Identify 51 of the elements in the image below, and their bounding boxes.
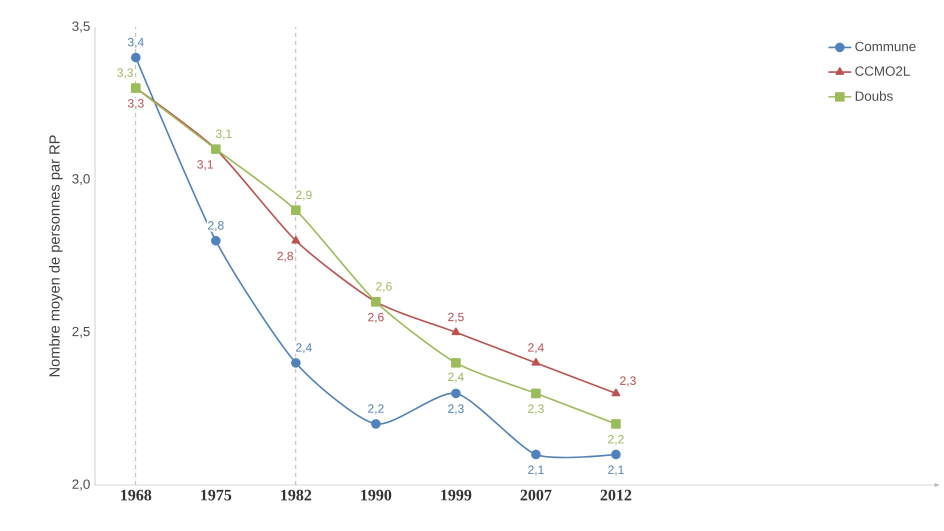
x-tick-label: 2007 — [520, 490, 552, 500]
x-tick-label: 1968 — [121, 490, 152, 500]
data-label: 2,5 — [448, 312, 464, 323]
data-label: 2,4 — [448, 372, 464, 382]
x-tick-label: 2012 — [600, 490, 632, 500]
y-tick-label: 2,0 — [72, 479, 90, 491]
x-tick-label: 1982 — [281, 490, 312, 500]
y-tick-label: 3,0 — [72, 174, 90, 186]
point — [291, 205, 301, 215]
data-label: 2,6 — [376, 282, 392, 292]
point — [291, 358, 301, 368]
x-tick-label: 1975 — [201, 490, 232, 500]
point — [531, 388, 541, 398]
data-label: 2,8 — [208, 221, 224, 232]
data-label: 2,6 — [368, 312, 384, 323]
y-axis-title: Nombre moyen de personnes par RP — [48, 135, 63, 376]
x-tick-label: 1990 — [361, 490, 392, 500]
data-label: 2,1 — [528, 466, 544, 476]
point — [531, 450, 541, 460]
data-label: 2,3 — [620, 376, 636, 386]
point — [612, 388, 620, 396]
legend-label: Commune — [855, 42, 916, 52]
y-tick-label: 3,5 — [72, 21, 90, 33]
data-label: 2,2 — [368, 404, 384, 414]
data-label: 3,3 — [128, 99, 144, 110]
point — [452, 328, 460, 336]
data-label: 2,3 — [448, 404, 464, 414]
data-label: 2,4 — [528, 343, 544, 354]
x-tick-label: 1999 — [441, 490, 472, 500]
legend-label: Doubs — [856, 91, 893, 101]
data-label: 3,3 — [117, 68, 133, 78]
data-label: 3,1 — [216, 129, 232, 140]
point — [211, 236, 221, 246]
data-label: 3,1 — [197, 160, 213, 170]
data-label: 2,3 — [528, 404, 544, 414]
data-label: 2,2 — [608, 434, 624, 445]
point — [451, 358, 461, 368]
data-label: 2,9 — [296, 190, 312, 200]
y-tick-label: 2,5 — [72, 326, 90, 338]
point — [611, 450, 621, 460]
point — [292, 236, 300, 244]
legend-label: CCMO2L — [855, 66, 910, 76]
point — [451, 388, 461, 398]
point — [131, 52, 141, 62]
point — [532, 358, 540, 366]
data-label: 2,8 — [277, 252, 293, 262]
data-label: 3,4 — [128, 38, 144, 48]
data-label: 2,1 — [608, 466, 624, 476]
point — [371, 419, 381, 429]
point — [611, 419, 621, 429]
data-label: 2,4 — [296, 343, 312, 354]
